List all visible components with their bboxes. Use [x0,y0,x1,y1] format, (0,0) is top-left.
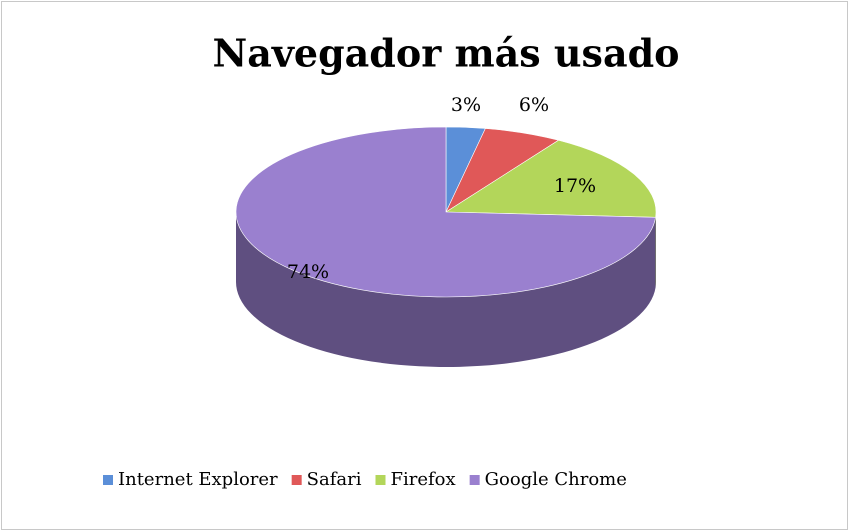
legend-label: Firefox [391,469,456,490]
pie-slice [445,139,657,218]
data-label: 3% [451,94,481,116]
legend-swatch [103,475,113,485]
legend-swatch [291,475,302,485]
legend-swatch [469,475,480,485]
chart-title: Navegador más usado [213,31,680,76]
data-label: 17% [554,175,596,197]
legend-label: Google Chrome [485,469,627,490]
legend-label: Safari [307,469,362,490]
data-label: 74% [287,261,329,283]
pie-side [235,212,656,368]
data-label: 6% [519,94,549,116]
legend-swatch [375,475,386,485]
pie-slice [235,126,656,298]
legend-label: Internet Explorer [118,469,278,490]
